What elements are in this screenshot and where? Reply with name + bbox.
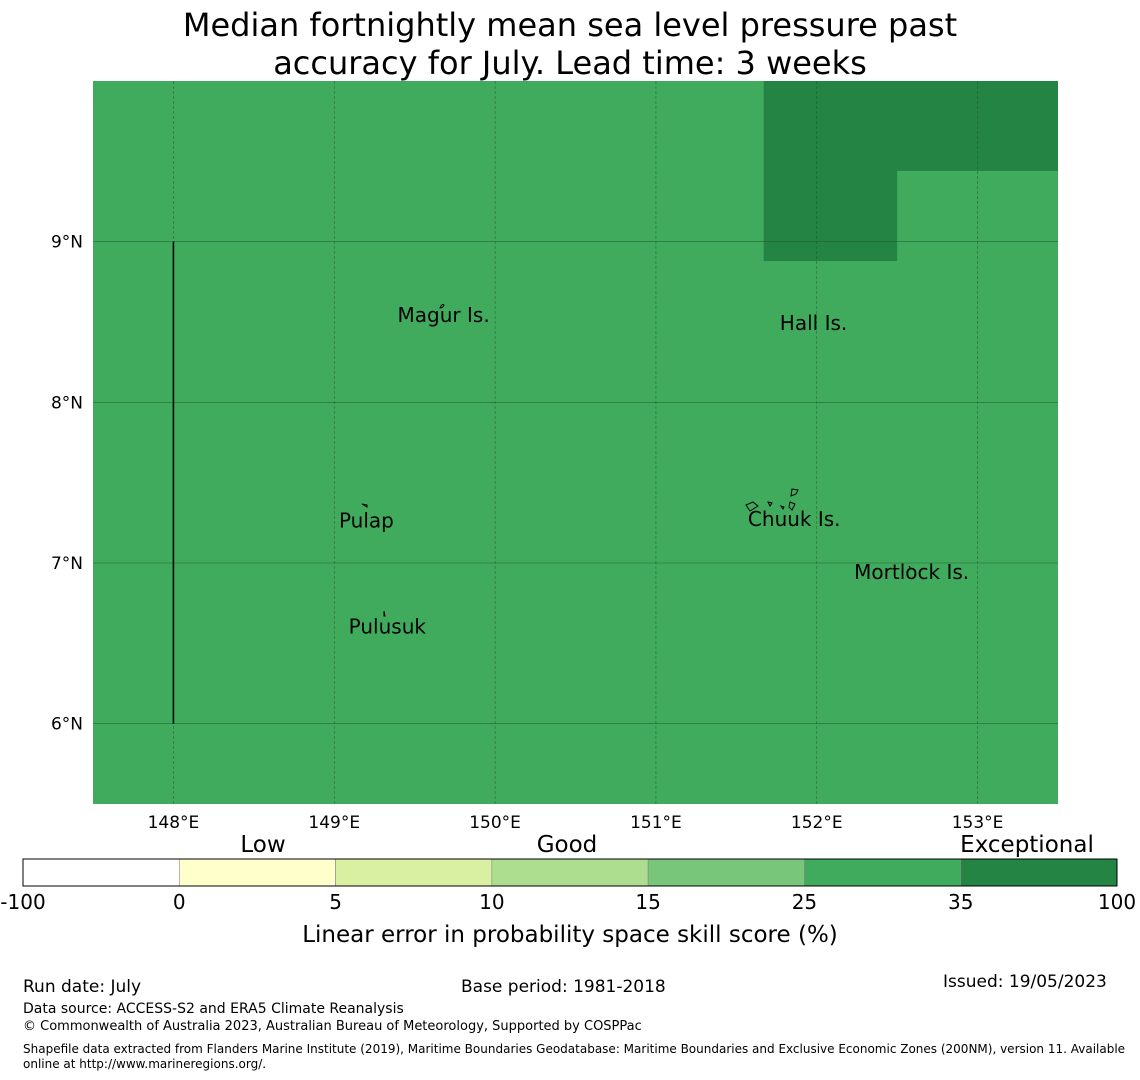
map-axes: 148°E 149°E 150°E 151°E 152°E 153°E 9°N 8°N 7°N 6…	[51, 233, 1003, 833]
place-label: Magur Is.	[398, 303, 490, 327]
shapefile-credit: Shapefile data extracted from Flanders M…	[23, 1042, 1138, 1072]
colorbar-category-label: Low	[240, 832, 285, 858]
shapefile-credit-line2: online at http://www.marineregions.org/.	[23, 1057, 267, 1071]
colorbar-segment	[960, 858, 1118, 887]
map-figure: Magur Is. Hall Is. Pulap Chuuk Is. Mortlock …	[0, 81, 1136, 948]
run-date: Run date: July	[23, 977, 142, 997]
exceptional-skill-cell	[763, 81, 1058, 171]
colorbar-segment	[491, 858, 649, 887]
lon-tick-label: 152°E	[791, 813, 843, 833]
colorbar-category-label: Good	[537, 832, 598, 858]
place-label: Mortlock Is.	[854, 560, 969, 584]
lon-tick-label: 150°E	[469, 813, 521, 833]
colorbar-segment	[335, 858, 493, 887]
colorbar-tick-label: 0	[173, 890, 186, 914]
colorbar-segment	[22, 858, 180, 887]
colorbar-segment	[178, 858, 336, 887]
place-label: Chuuk Is.	[748, 507, 841, 531]
map-title-line1: Median fortnightly mean sea level pressu…	[182, 6, 958, 44]
map-background	[93, 81, 1058, 804]
colorbar-segment	[804, 858, 962, 887]
data-source: Data source: ACCESS-S2 and ERA5 Climate …	[23, 1001, 404, 1017]
colorbar-title: Linear error in probability space skill …	[302, 922, 838, 948]
colorbar-tick-label: 25	[792, 890, 817, 914]
colorbar-tick-label: 5	[329, 890, 342, 914]
place-label: Pulap	[339, 509, 394, 533]
colorbar-tick-label: 35	[948, 890, 973, 914]
lat-tick-label: 9°N	[51, 233, 83, 253]
map-title-line2: accuracy for July. Lead time: 3 weeks	[273, 44, 867, 82]
map-panel: Magur Is. Hall Is. Pulap Chuuk Is. Mortlock …	[93, 81, 1058, 804]
colorbar-tick-label: 100	[1098, 890, 1136, 914]
lon-tick-label: 149°E	[308, 813, 360, 833]
colorbar-segment	[647, 858, 805, 887]
colorbar-frame	[22, 858, 1118, 887]
lat-tick-label: 8°N	[51, 393, 83, 413]
lon-tick-label: 151°E	[630, 813, 682, 833]
base-period: Base period: 1981-2018	[461, 977, 666, 997]
issued-date: Issued: 19/05/2023	[943, 972, 1107, 992]
colorbar-tick-label: 10	[479, 890, 504, 914]
island-outlines	[361, 303, 912, 617]
colorbar: -100 0 5 10 15 25 35 100 Low Good Exceptional Linea…	[0, 832, 1136, 948]
copyright: © Commonwealth of Australia 2023, Austra…	[23, 1019, 642, 1034]
colorbar-category-label: Exceptional	[960, 832, 1094, 858]
lat-tick-label: 7°N	[51, 554, 83, 574]
place-label: Hall Is.	[780, 311, 847, 335]
colorbar-tick-label: -100	[0, 890, 45, 914]
shapefile-credit-line1: Shapefile data extracted from Flanders M…	[23, 1042, 1126, 1056]
place-label: Pulusuk	[349, 615, 427, 639]
lon-tick-label: 153°E	[952, 813, 1004, 833]
colorbar-tick-label: 15	[635, 890, 660, 914]
map-title: Median fortnightly mean sea level pressu…	[0, 6, 1140, 82]
lon-tick-label: 148°E	[148, 813, 200, 833]
lat-tick-label: 6°N	[51, 715, 83, 735]
exceptional-skill-cell	[763, 170, 898, 261]
